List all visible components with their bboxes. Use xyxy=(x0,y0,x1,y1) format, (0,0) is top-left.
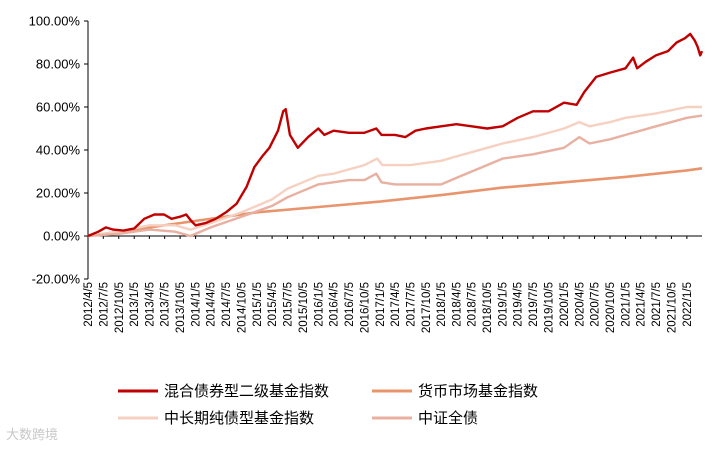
x-tick-label: 2018/1/5 xyxy=(436,282,448,327)
y-tick-label: 0.00% xyxy=(43,229,80,244)
x-tick-label: 2012/10/5 xyxy=(114,282,126,333)
y-tick-label: 60.00% xyxy=(36,100,81,115)
x-tick-label: 2014/4/5 xyxy=(206,282,218,327)
x-tick-label: 2017/4/5 xyxy=(390,282,402,327)
x-tick-label: 2016/7/5 xyxy=(344,282,356,327)
x-axis: 2012/4/5 2012/7/5 2012/10/5 2013/1/5 2013/4/… xyxy=(83,235,702,333)
x-tick-label: 2018/10/5 xyxy=(482,282,494,333)
x-tick-label: 2014/10/5 xyxy=(237,282,249,333)
y-tick-label: -20.00% xyxy=(32,272,81,287)
x-tick-label: 2013/7/5 xyxy=(160,282,172,327)
x-tick-label: 2016/10/5 xyxy=(359,282,371,333)
x-tick-label: 2021/4/5 xyxy=(636,282,648,327)
x-tick-label: 2019/10/5 xyxy=(544,282,556,333)
x-tick-label: 2015/7/5 xyxy=(282,282,294,327)
legend-label: 中长期纯债型基金指数 xyxy=(164,410,314,427)
series-line xyxy=(87,167,703,238)
x-tick-label: 2021/1/5 xyxy=(621,282,633,327)
x-tick-label: 2017/1/5 xyxy=(375,282,387,327)
x-tick-label: 2013/4/5 xyxy=(144,282,156,327)
x-tick-label: 2019/4/5 xyxy=(513,282,525,327)
x-tick-label: 2020/1/5 xyxy=(559,282,571,327)
y-tick-label: 20.00% xyxy=(36,186,81,201)
x-tick-label: 2016/4/5 xyxy=(329,282,341,327)
x-tick-label: 2020/4/5 xyxy=(574,282,586,327)
series-line xyxy=(87,114,703,238)
x-tick-label: 2015/10/5 xyxy=(298,282,310,333)
watermark: 大数跨境 xyxy=(6,428,59,443)
x-tick-label: 2021/10/5 xyxy=(666,282,678,333)
x-tick-label: 2015/4/5 xyxy=(267,282,279,327)
x-tick-label: 2013/10/5 xyxy=(175,282,187,333)
x-tick-label: 2017/10/5 xyxy=(421,282,433,333)
x-tick-label: 2013/1/5 xyxy=(129,282,141,327)
x-tick-label: 2015/1/5 xyxy=(252,282,264,327)
x-tick-label: 2020/7/5 xyxy=(590,282,602,327)
legend-label: 混合债券型二级基金指数 xyxy=(164,383,329,400)
x-tick-label: 2012/4/5 xyxy=(83,282,95,327)
y-tick-label: 80.00% xyxy=(36,57,81,72)
y-tick-label: 100.00% xyxy=(29,14,81,29)
x-tick-label: 2017/7/5 xyxy=(405,282,417,327)
x-tick-label: 2018/7/5 xyxy=(467,282,479,327)
x-tick-label: 2014/1/5 xyxy=(191,282,203,327)
x-tick-label: 2019/7/5 xyxy=(528,282,540,327)
x-tick-label: 2018/4/5 xyxy=(451,282,463,327)
x-tick-label: 2014/7/5 xyxy=(221,282,233,327)
legend-label: 中证全债 xyxy=(418,409,478,427)
x-tick-label: 2022/1/5 xyxy=(682,282,694,327)
series-lines xyxy=(87,32,704,238)
x-tick-label: 2016/1/5 xyxy=(313,282,325,327)
y-axis: -20.00% 0.00% 20.00% 40.00% 60.00% 80.00% 100.… xyxy=(29,14,89,287)
series-line xyxy=(87,105,702,238)
legend-label: 货币市场基金指数 xyxy=(418,383,538,400)
y-tick-label: 40.00% xyxy=(36,143,81,158)
x-tick-label: 2019/1/5 xyxy=(498,282,510,327)
x-tick-label: 2021/7/5 xyxy=(651,282,663,327)
x-tick-label: 2020/10/5 xyxy=(605,282,617,333)
series-line xyxy=(87,32,704,238)
x-tick-label: 2012/7/5 xyxy=(98,282,110,327)
